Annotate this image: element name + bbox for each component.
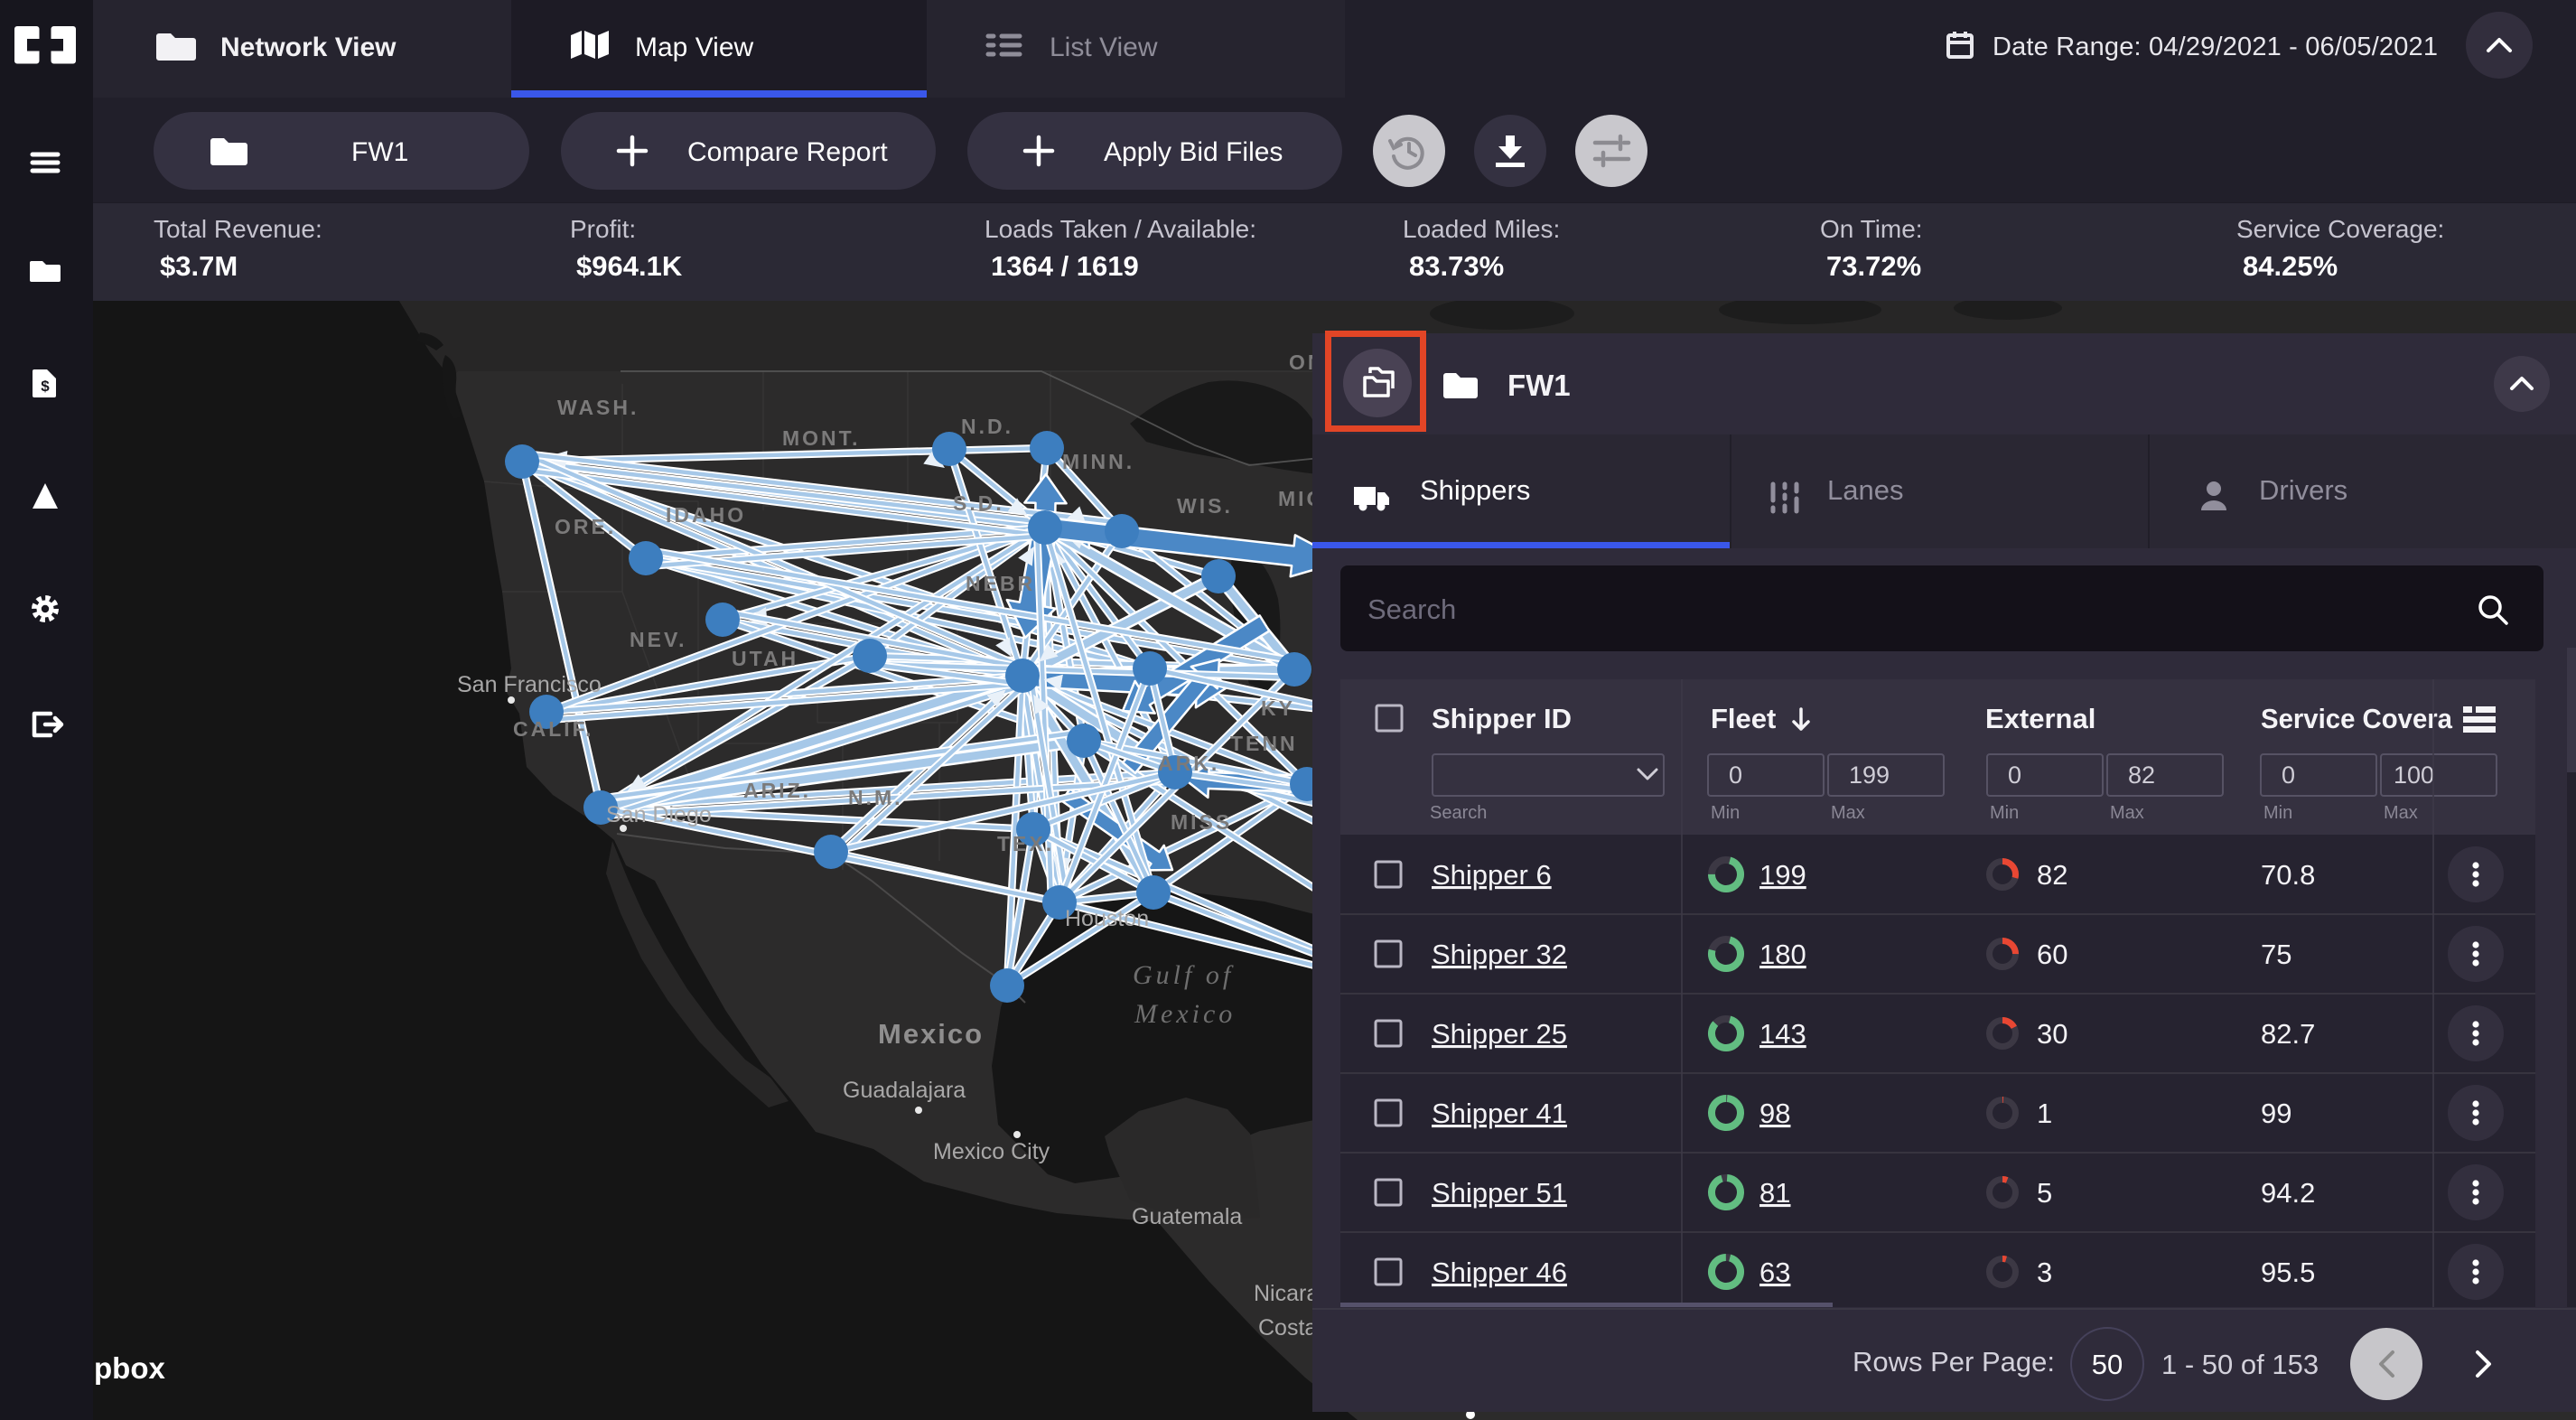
svg-text:1: 1 xyxy=(2037,1098,2052,1129)
svg-text:MONT.: MONT. xyxy=(782,426,861,450)
svg-text:External: External xyxy=(1985,703,2095,734)
svg-text:ARIZ.: ARIZ. xyxy=(743,779,811,802)
svg-text:Shipper 51: Shipper 51 xyxy=(1432,1177,1567,1209)
svg-text:Shipper 25: Shipper 25 xyxy=(1432,1018,1567,1050)
svg-text:ARK.: ARK. xyxy=(1158,752,1219,775)
svg-text:63: 63 xyxy=(1759,1257,1790,1288)
svg-text:NEBR: NEBR xyxy=(966,572,1035,595)
svg-text:San Diego: San Diego xyxy=(606,802,712,827)
svg-text:WIS.: WIS. xyxy=(1177,494,1233,518)
svg-text:82.7: 82.7 xyxy=(2261,1018,2315,1050)
svg-text:Compare Report: Compare Report xyxy=(687,137,888,167)
svg-text:1 - 50 of 153: 1 - 50 of 153 xyxy=(2161,1349,2319,1380)
svg-text:50: 50 xyxy=(2092,1349,2123,1380)
svg-text:Date Range: 04/29/2021 - 06/05: Date Range: 04/29/2021 - 06/05/2021 xyxy=(1993,33,2438,61)
svg-text:ORE.: ORE. xyxy=(555,515,616,538)
svg-text:99: 99 xyxy=(2261,1098,2291,1129)
svg-text:199: 199 xyxy=(1759,859,1806,891)
svg-text:Service Covera: Service Covera xyxy=(2261,703,2453,734)
svg-text:5: 5 xyxy=(2037,1177,2052,1209)
svg-text:Min: Min xyxy=(1990,803,2019,823)
svg-text:Drivers: Drivers xyxy=(2259,474,2347,506)
svg-text:Mexico: Mexico xyxy=(1134,999,1236,1029)
svg-text:Shipper 32: Shipper 32 xyxy=(1432,939,1567,970)
svg-text:Map View: Map View xyxy=(635,33,754,62)
svg-text:CALIF.: CALIF. xyxy=(513,717,594,741)
svg-text:143: 143 xyxy=(1759,1018,1806,1050)
svg-text:Max: Max xyxy=(1831,803,1865,823)
svg-text:30: 30 xyxy=(2037,1018,2067,1050)
svg-text:Max: Max xyxy=(2110,803,2144,823)
svg-text:Houston: Houston xyxy=(1065,906,1149,931)
svg-text:Shippers: Shippers xyxy=(1420,474,1530,506)
svg-text:Min: Min xyxy=(1711,803,1740,823)
svg-text:Shipper 41: Shipper 41 xyxy=(1432,1098,1567,1129)
svg-text:NEV.: NEV. xyxy=(630,628,687,651)
svg-text:75: 75 xyxy=(2261,939,2291,970)
svg-text:Guadalajara: Guadalajara xyxy=(843,1078,966,1103)
svg-text:Fleet: Fleet xyxy=(1711,703,1776,734)
svg-text:81: 81 xyxy=(1759,1177,1790,1209)
svg-text:MINN.: MINN. xyxy=(1062,450,1134,473)
svg-text:60: 60 xyxy=(2037,939,2067,970)
svg-text:$: $ xyxy=(41,378,50,395)
svg-text:Network View: Network View xyxy=(220,33,397,62)
svg-text:TENN: TENN xyxy=(1230,732,1298,755)
svg-text:100: 100 xyxy=(2394,761,2434,789)
svg-text:Apply Bid Files: Apply Bid Files xyxy=(1104,137,1283,167)
svg-text:IDAHO: IDAHO xyxy=(666,503,746,527)
svg-text:98: 98 xyxy=(1759,1098,1790,1129)
svg-text:FW1: FW1 xyxy=(351,137,408,167)
svg-text:KY: KY xyxy=(1261,696,1295,720)
svg-text:Search: Search xyxy=(1430,803,1487,823)
svg-text:82: 82 xyxy=(2037,859,2067,891)
svg-text:0: 0 xyxy=(2282,761,2295,789)
svg-text:FW1: FW1 xyxy=(1507,369,1571,402)
svg-text:Shipper 6: Shipper 6 xyxy=(1432,859,1552,891)
svg-text:N.D.: N.D. xyxy=(961,415,1013,438)
svg-text:0: 0 xyxy=(2008,761,2021,789)
svg-text:0: 0 xyxy=(1729,761,1742,789)
svg-text:Min: Min xyxy=(2263,803,2292,823)
svg-text:Lanes: Lanes xyxy=(1827,474,1903,506)
svg-text:WASH.: WASH. xyxy=(557,396,639,419)
svg-text:70.8: 70.8 xyxy=(2261,859,2315,891)
svg-text:Guatemala: Guatemala xyxy=(1132,1204,1242,1229)
svg-text:3: 3 xyxy=(2037,1257,2052,1288)
svg-text:Shipper 46: Shipper 46 xyxy=(1432,1257,1567,1288)
svg-text:180: 180 xyxy=(1759,939,1806,970)
svg-text:Mexico: Mexico xyxy=(878,1018,984,1050)
svg-text:S.D.: S.D. xyxy=(953,491,1004,515)
svg-text:94.2: 94.2 xyxy=(2261,1177,2315,1209)
svg-text:199: 199 xyxy=(1849,761,1890,789)
svg-text:TEX.: TEX. xyxy=(997,832,1054,855)
svg-text:Max: Max xyxy=(2384,803,2418,823)
svg-text:82: 82 xyxy=(2128,761,2155,789)
svg-text:Shipper ID: Shipper ID xyxy=(1432,703,1572,734)
svg-text:Mexico City: Mexico City xyxy=(933,1139,1050,1164)
svg-text:N.M.: N.M. xyxy=(848,786,903,809)
svg-text:MISS: MISS xyxy=(1171,810,1232,834)
svg-text:List View: List View xyxy=(1050,33,1158,62)
svg-text:UTAH: UTAH xyxy=(732,647,798,670)
svg-text:Gulf of: Gulf of xyxy=(1133,960,1234,990)
svg-text:95.5: 95.5 xyxy=(2261,1257,2315,1288)
svg-text:San Francisco: San Francisco xyxy=(457,672,602,697)
